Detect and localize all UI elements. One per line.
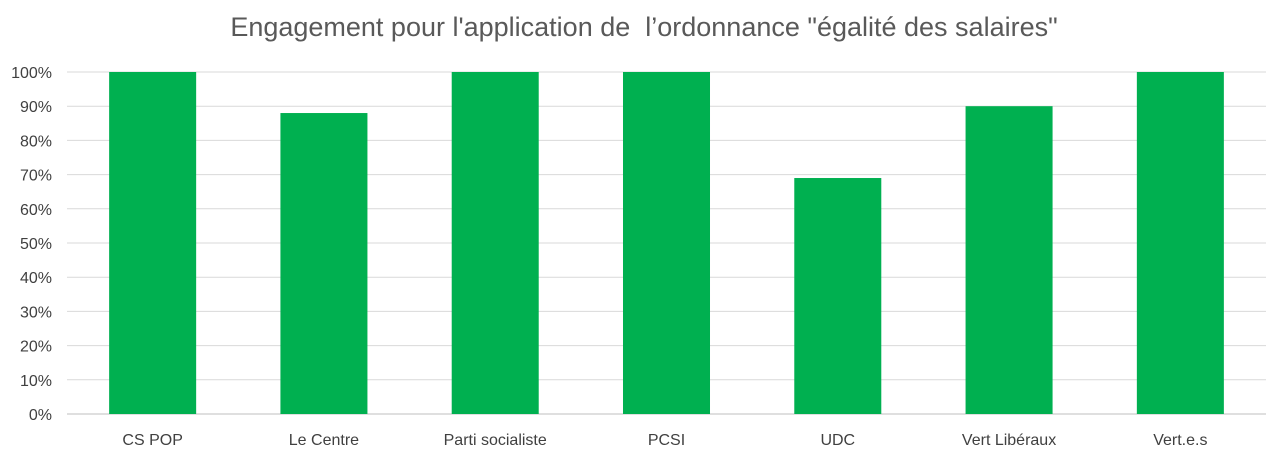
y-tick-label: 10% [20,373,52,390]
x-tick-label: Vert Libéraux [962,432,1056,449]
bar [965,106,1053,414]
y-tick-label: 100% [11,65,52,82]
bar [1136,72,1224,414]
bar [794,178,882,414]
y-axis-ticks: 0% 10% 20% 30% 40% 50% 60% 70% 80% 90% 100% [11,65,52,424]
x-tick-label: UDC [820,432,855,449]
x-tick-label: Le Centre [289,432,359,449]
x-tick-label: Parti socialiste [444,432,547,449]
chart-title: Engagement pour l'application de l’ordon… [230,12,1058,42]
bar [622,72,711,414]
bar [280,113,368,414]
bar [451,72,539,414]
y-tick-label: 90% [20,99,52,116]
y-tick-label: 50% [20,236,52,253]
bar [109,72,197,414]
y-tick-label: 0% [29,407,52,424]
bars [109,72,1224,414]
y-tick-label: 40% [20,270,52,287]
y-tick-label: 70% [20,168,52,185]
y-tick-label: 80% [20,133,52,150]
x-tick-label: PCSI [648,432,685,449]
x-tick-label: Vert.e.s [1153,432,1207,449]
x-tick-label: CS POP [122,432,182,449]
y-tick-label: 20% [20,339,52,356]
y-tick-label: 60% [20,202,52,219]
y-tick-label: 30% [20,304,52,321]
x-axis-ticks: CS POP Le Centre Parti socialiste PCSI UDC Ve… [122,432,1207,449]
